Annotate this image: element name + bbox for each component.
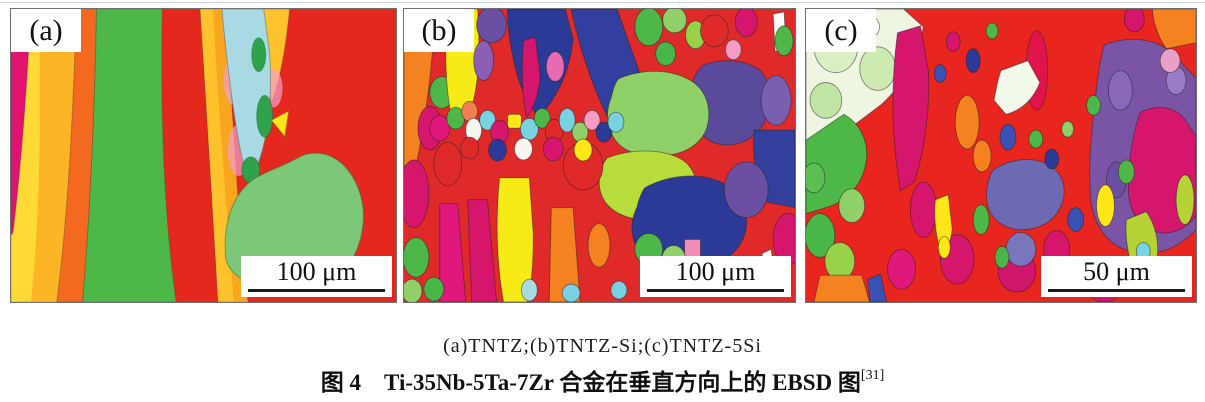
ebsd-panel-a: (a) 100 μm xyxy=(10,8,397,303)
scalebar-a: 100 μm xyxy=(241,256,392,297)
scalebar-line-a xyxy=(248,289,385,292)
scalebar-text-b: 100 μm xyxy=(675,257,756,286)
ebsd-map-a xyxy=(11,9,396,302)
scalebar-text-a: 100 μm xyxy=(276,257,357,286)
scalebar-line-c xyxy=(1048,289,1185,292)
ebsd-panel-c: (c) 50 μm xyxy=(805,8,1197,303)
page-rule xyxy=(0,2,1205,3)
panel-label-c: (c) xyxy=(806,9,876,52)
panel-label-a: (a) xyxy=(11,9,81,52)
caption-title-text: 图 4 Ti-35Nb-5Ta-7Zr 合金在垂直方向上的 EBSD 图 xyxy=(320,370,861,395)
caption-subfigures: (a)TNTZ;(b)TNTZ-Si;(c)TNTZ-5Si xyxy=(443,335,762,357)
scalebar-b: 100 μm xyxy=(640,256,791,297)
caption-title: 图 4 Ti-35Nb-5Ta-7Zr 合金在垂直方向上的 EBSD 图[31] xyxy=(0,363,1205,397)
scalebar-line-b xyxy=(647,289,784,292)
scalebar-c: 50 μm xyxy=(1041,256,1192,297)
panel-label-b: (b) xyxy=(404,9,474,52)
scalebar-text-c: 50 μm xyxy=(1083,257,1150,286)
caption-reference: [31] xyxy=(860,368,885,384)
ebsd-panel-b: (b) 100 μm xyxy=(403,8,796,303)
